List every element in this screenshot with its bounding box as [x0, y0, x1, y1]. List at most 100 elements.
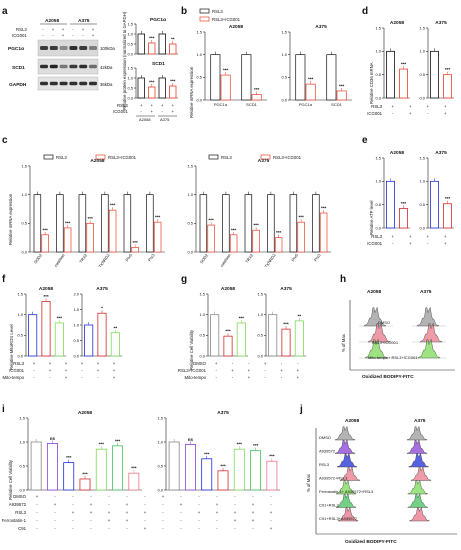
- sign: +: [252, 502, 255, 507]
- panel-a-cell-a2058: A2058: [139, 117, 151, 122]
- sign: -: [180, 494, 182, 499]
- y-tick-label: 0.0: [73, 353, 79, 358]
- significance-label: ***: [110, 203, 116, 208]
- chart-d_a375: 0.0 0.5 1.0 1.5 A375 ***: [419, 20, 454, 100]
- bar: [41, 234, 49, 253]
- bar: [250, 450, 262, 491]
- y-tick-label: 0.0: [19, 487, 25, 492]
- y-tick-label: 1.5: [281, 29, 287, 34]
- y-tick-label: 1.0: [281, 52, 287, 57]
- sign: +: [150, 103, 153, 108]
- y-tick-label: 1.0: [19, 439, 25, 444]
- y-tick-label: 1.5: [127, 21, 133, 26]
- panel-g-ylabel: Relative Cell Viability: [189, 329, 194, 370]
- panel-a-sign-rows: + + + +- + - +: [140, 103, 175, 114]
- panel-j-cell-a375: A375: [414, 418, 426, 424]
- y-tick-label: 1.5: [375, 155, 381, 160]
- sign: -: [234, 502, 236, 507]
- bar: [169, 43, 177, 55]
- significance-label: ***: [445, 67, 451, 72]
- sign: -: [72, 33, 74, 38]
- significance-label: ***: [339, 83, 345, 88]
- chart-a_pgc1a: 0.00.51.01.5*** **: [127, 21, 178, 56]
- significance-label: ***: [149, 80, 155, 85]
- sign-row-label: C91: [18, 526, 26, 531]
- bar: [297, 221, 305, 253]
- bar: [233, 448, 245, 491]
- y-tick-label: 0.5: [199, 333, 205, 338]
- bar: [56, 194, 64, 253]
- bar: [184, 443, 196, 491]
- panel-j-trace-label: Ferrostatin-1+ A939572+RSL3: [319, 489, 374, 494]
- sign: -: [215, 375, 217, 380]
- sign: +: [144, 510, 147, 515]
- y-tick-label: 1.5: [419, 155, 425, 160]
- blot-band: [40, 64, 48, 69]
- histogram-trace: [406, 425, 428, 441]
- sign: +: [62, 33, 65, 38]
- panel-label-h: h: [340, 274, 346, 285]
- sign: +: [72, 510, 75, 515]
- x-tick-label: PGC1α: [214, 102, 228, 107]
- histogram-trace: [364, 338, 388, 359]
- panel-j-cell-a2058: A2058: [345, 418, 359, 424]
- y-tick-label: 1.0: [196, 52, 202, 57]
- bar: [86, 222, 94, 253]
- histogram-trace: [407, 479, 428, 495]
- histogram-trace: [336, 452, 358, 468]
- sign: -: [270, 518, 272, 523]
- sign: +: [264, 361, 267, 366]
- y-tick-label: 0.5: [127, 85, 133, 90]
- sign: +: [231, 368, 234, 373]
- significance-label: ***: [131, 466, 137, 471]
- blot-band: [59, 81, 68, 86]
- sign: -: [198, 494, 200, 499]
- sign: +: [171, 109, 174, 114]
- y-tick-label: 0.0: [127, 95, 133, 100]
- panel-d-sign-rows: RSL3 + + + + ICG001 - + - +: [367, 104, 447, 116]
- blot-membrane-gapdh: [37, 76, 99, 91]
- sign: +: [126, 510, 129, 515]
- sign-row-label: ICG001: [9, 368, 24, 373]
- blot-band: [89, 81, 97, 86]
- chart-c_a375: 0.0 0.5 1.0 1.5 A375 *** SOD2 *** catalase *** TRX…: [187, 158, 331, 269]
- sign: -: [54, 526, 56, 531]
- y-tick-label: 1.5: [127, 65, 133, 70]
- bar: [148, 42, 156, 55]
- y-tick-label: 1.5: [157, 415, 163, 420]
- bar: [78, 194, 87, 253]
- bar: [41, 301, 51, 357]
- legend-label-icg: RSL3+ICG001: [108, 155, 137, 160]
- significance-label: ***: [208, 218, 214, 223]
- blot-bands: [40, 46, 97, 86]
- blot-band: [59, 64, 68, 69]
- bar: [236, 322, 246, 357]
- bar: [97, 312, 107, 357]
- panel-c-ylabel: Relative mRNA expression: [8, 193, 13, 245]
- histogram-trace: [416, 306, 440, 327]
- panel-label-d: d: [362, 6, 368, 17]
- significance-label: ***: [401, 62, 407, 67]
- sign: +: [108, 510, 111, 515]
- bar: [46, 443, 58, 491]
- panel-c-legend: RSL3 RSL3+ICG001 RSL3 RSL3+ICG001 Relati…: [8, 154, 302, 245]
- blot-label-gapdh: GAPDH: [9, 82, 27, 88]
- histogram-trace: [335, 479, 357, 495]
- sign: -: [215, 368, 217, 373]
- bar: [207, 224, 215, 253]
- sign: +: [90, 502, 93, 507]
- sign: -: [49, 375, 51, 380]
- sign: +: [126, 518, 129, 523]
- sign: -: [72, 494, 74, 499]
- legend-label-rsl3: RSL3: [56, 155, 67, 160]
- sign: -: [144, 494, 146, 499]
- y-tick-label: 1.5: [419, 25, 425, 30]
- sign: -: [54, 494, 56, 499]
- y-tick-label: 1.5: [19, 415, 25, 420]
- legend-swatch-rsl3: [43, 154, 54, 160]
- sign: -: [216, 494, 218, 499]
- chart-title: A2058: [229, 24, 243, 30]
- blot-band: [89, 64, 97, 69]
